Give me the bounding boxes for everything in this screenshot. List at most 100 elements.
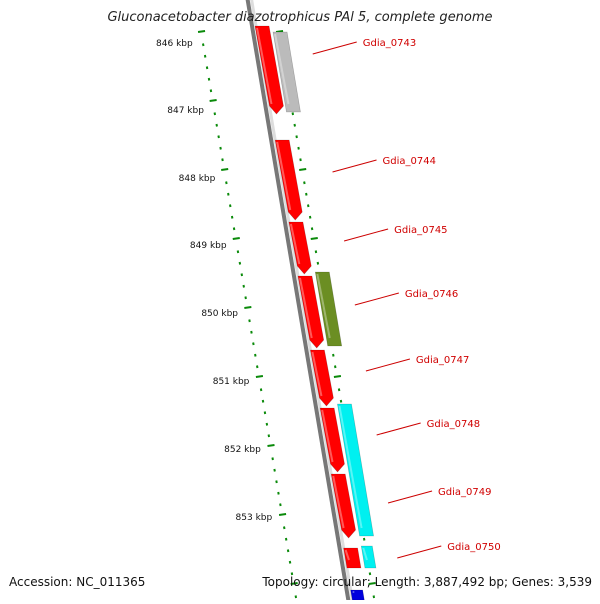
scale-tick-minor (207, 77, 211, 81)
gene-label-leader (343, 228, 389, 242)
topology-label: Topology: circular; Length: 3,887,492 bp… (262, 575, 592, 589)
scale-tick-major (221, 168, 229, 171)
scale-tick-minor (213, 112, 217, 116)
scale-tick-minor (291, 112, 295, 116)
scale-tick-minor (294, 595, 298, 599)
scale-tick-minor (254, 353, 257, 357)
gene-label: Gdia_0747 (416, 355, 469, 366)
scale-tick-minor (316, 261, 320, 265)
gene-label-leader (376, 422, 421, 436)
gene-label: Gdia_0748 (427, 419, 480, 430)
scale-tick-minor (227, 192, 230, 196)
gene-label: Gdia_0744 (383, 156, 436, 167)
scale-tick-minor (273, 468, 276, 472)
gene-label-leader (365, 358, 411, 372)
scale-tick-minor (219, 146, 222, 150)
scale-tick-minor (332, 353, 335, 357)
scale-label: 851 kbp (213, 377, 250, 387)
gene-label-leader (354, 292, 399, 306)
gene-arrow-gdia-0750 (343, 547, 362, 569)
gene-arrow-gdia-0745 (288, 221, 312, 275)
scale-tick-minor (293, 123, 296, 127)
scale-tick-minor (203, 54, 207, 58)
scale-tick-minor (368, 572, 372, 576)
gene-arrow-cyan-2 (360, 545, 377, 569)
scale-tick-minor (295, 135, 298, 139)
scale-tick-minor (288, 560, 292, 564)
gene-arrow-gdia-0744-highlight (276, 141, 292, 211)
scale-label: 846 kbp (156, 39, 193, 49)
scale-tick-minor (250, 330, 253, 334)
scale-tick-minor (240, 273, 244, 277)
scale-label: 848 kbp (179, 174, 216, 184)
gene-label-leader (397, 545, 442, 559)
scale-tick-minor (209, 89, 213, 93)
scale-tick-minor (284, 537, 288, 541)
gene-label: Gdia_0750 (447, 542, 500, 553)
scale-tick-minor (334, 365, 337, 369)
scale-tick-minor (215, 123, 218, 127)
scale-label: 849 kbp (190, 241, 227, 251)
scale-tick-major (209, 99, 217, 102)
scale-tick-major (275, 30, 284, 33)
gene-arrow-cyan-highlight (338, 405, 363, 529)
gene-label-leader (332, 159, 377, 173)
scale-tick-minor (310, 227, 314, 231)
gene-arrow-gdia-0747 (310, 349, 334, 407)
accession-label: Accession: NC_011365 (9, 575, 146, 589)
scale-tick-minor (283, 526, 286, 530)
scale-tick-major (267, 444, 275, 447)
scale-tick-minor (232, 227, 236, 231)
gene-features (254, 25, 377, 601)
scale-tick-minor (252, 342, 255, 346)
gene-arrow-cyan (337, 403, 374, 537)
scale-tick-minor (229, 204, 232, 208)
gene-label: Gdia_0749 (438, 487, 491, 498)
scale-tick-minor (372, 595, 376, 599)
scale-tick-minor (221, 158, 224, 162)
gene-arrow-gdia-0749-highlight (332, 475, 345, 529)
scale-tick-minor (205, 66, 209, 70)
scale-tick-minor (337, 388, 341, 392)
gene-arrow-cyan-2-highlight (362, 547, 368, 561)
scale-tick-minor (271, 457, 274, 461)
gene-arrow-gdia-0743 (254, 25, 284, 115)
gene-arrow-gdia-0745-highlight (289, 223, 301, 265)
scale-tick-minor (236, 250, 240, 254)
scale-label: 853 kbp (236, 513, 273, 523)
scale-tick-minor (201, 43, 205, 47)
scale-tick-major (368, 582, 376, 585)
scale-tick-minor (297, 146, 300, 150)
gene-arrow-olive (314, 271, 343, 347)
gene-label-leader (312, 41, 357, 55)
scale-tick-minor (299, 158, 302, 162)
scale-tick-minor (290, 572, 294, 576)
backbone-line (245, 0, 352, 604)
scale-tick-minor (267, 434, 271, 438)
gene-arrow-gdia-0746 (297, 275, 325, 349)
scale-tick-minor (265, 422, 269, 426)
scale-tick-minor (362, 537, 366, 541)
scale-tick-minor (277, 491, 280, 495)
scale-tick-major (333, 375, 342, 378)
scale-tick-minor (308, 215, 312, 219)
scale-tick-minor (314, 250, 318, 254)
gene-arrow-olive-highlight (316, 273, 331, 339)
scale-tick-major (232, 237, 240, 240)
scale-label: 852 kbp (224, 445, 261, 455)
map-title: Gluconacetobacter diazotrophicus PAl 5, … (107, 10, 493, 25)
gene-arrow-gdia-0744 (274, 139, 303, 221)
scale-tick-major (197, 30, 206, 33)
scale-tick-minor (256, 365, 259, 369)
scale-tick-minor (225, 181, 228, 185)
gene-label-leader (387, 490, 433, 504)
gene-label: Gdia_0745 (394, 225, 447, 236)
gene-arrow-gray (272, 31, 301, 113)
scale-tick-minor (230, 215, 234, 219)
gene-arrow-gdia-0750-highlight (344, 549, 350, 561)
scale-tick-minor (303, 181, 306, 185)
scale-tick-minor (248, 319, 251, 323)
scale-tick-minor (244, 296, 247, 300)
